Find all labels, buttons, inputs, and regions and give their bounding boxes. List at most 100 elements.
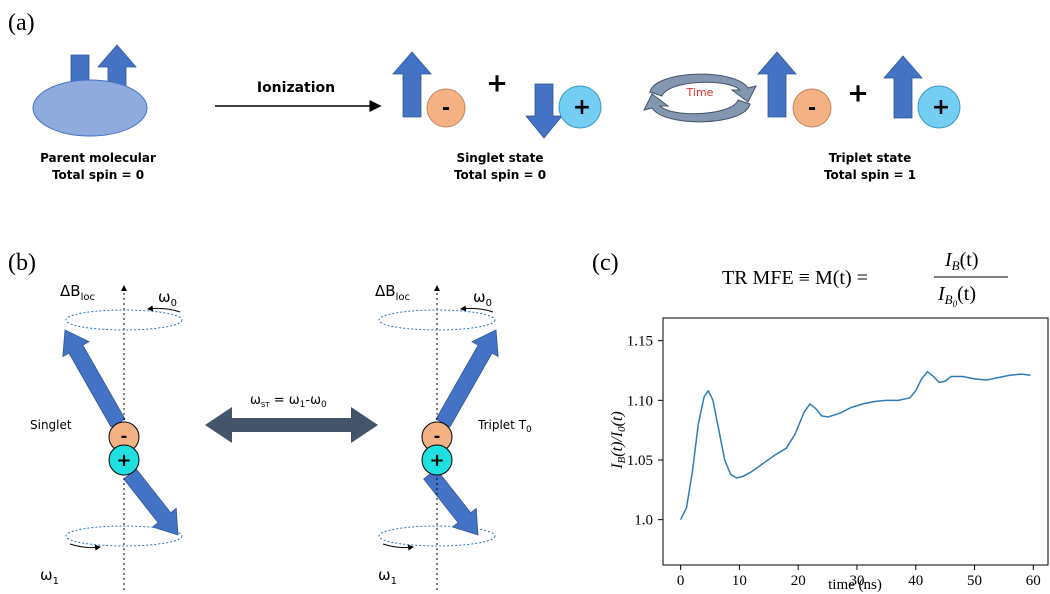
charge: -	[434, 427, 441, 446]
ionization-label: Ionization	[257, 80, 335, 96]
formula: TR MFE ≡ M(t) =	[722, 267, 868, 289]
subscript: 0	[953, 299, 958, 309]
transition-label: ωST = ω1-ω0	[250, 393, 327, 410]
spin-arrow	[392, 51, 432, 118]
formula: IB(t)	[944, 249, 979, 273]
omega-label: ω1	[40, 566, 59, 587]
panel-label: (a)	[8, 10, 35, 36]
x-tick-label: 20	[791, 573, 806, 589]
x-tick-label: 50	[967, 573, 982, 589]
text: I	[609, 463, 626, 470]
field-label: ΔBloc	[375, 282, 410, 303]
subscript: 0	[486, 298, 492, 309]
caption: Parent molecular	[40, 151, 156, 165]
spin-arrow	[883, 55, 923, 119]
y-tick-label: 1.15	[627, 334, 653, 350]
subscript: ST	[261, 401, 270, 409]
precession	[378, 525, 496, 547]
precession	[65, 525, 183, 547]
subscript: 0	[321, 400, 327, 410]
state-label: Singlet	[30, 418, 72, 432]
precession	[378, 309, 496, 331]
text: ω	[473, 288, 486, 306]
y-tick-label: 1.05	[627, 453, 653, 469]
text: (t)	[957, 283, 976, 305]
text: ω	[40, 566, 53, 584]
ion	[558, 85, 602, 129]
double-arrow	[205, 407, 378, 443]
text: Triplet T	[477, 418, 527, 432]
omega-label: ω1	[378, 566, 397, 587]
diagram	[60, 44, 923, 536]
cycle-arrow	[649, 73, 757, 103]
x-tick-label: 60	[1026, 573, 1041, 589]
spin-arrow	[435, 329, 499, 428]
cycle-arrow	[643, 93, 751, 123]
ion	[421, 444, 453, 476]
precession	[65, 309, 183, 331]
rotation	[147, 305, 181, 313]
text: (t)	[960, 249, 979, 271]
rotation	[460, 305, 494, 313]
subscript: B	[952, 258, 960, 273]
text: ω	[158, 288, 171, 306]
y-axis-label: IB(t)/I0(t)	[609, 411, 628, 470]
caption: Triplet state	[829, 151, 912, 165]
text: (t)/I	[609, 431, 626, 457]
field-label: ΔBloc	[60, 282, 95, 303]
subscript: 1	[300, 400, 306, 410]
panel-label: (c)	[592, 250, 619, 276]
y-tick-label: 1.10	[627, 393, 653, 409]
ion	[426, 88, 466, 128]
x-tick-label: 0	[677, 573, 685, 589]
panel-label: (b)	[8, 250, 36, 276]
spin-arrow	[423, 468, 479, 536]
charge: +	[116, 450, 131, 471]
charge: +	[932, 95, 950, 120]
text: ΔB	[60, 282, 81, 300]
charge: -	[442, 96, 450, 120]
rotation	[69, 543, 101, 551]
caption: Total spin = 0	[52, 168, 144, 182]
x-tick-label: 30	[849, 573, 864, 589]
x-tick-label: 10	[732, 573, 747, 589]
spin-arrow	[525, 83, 563, 139]
text: ω	[378, 566, 391, 584]
caption: Total spin = 1	[824, 168, 916, 182]
ion	[108, 444, 140, 476]
omega-label: ω0	[158, 288, 177, 309]
ion	[792, 88, 832, 128]
state-label: Triplet T0	[477, 418, 532, 435]
rotation	[382, 543, 414, 551]
text: I	[937, 283, 946, 305]
spin-arrow	[757, 51, 797, 118]
subscript: loc	[396, 292, 410, 303]
plus: +	[486, 69, 508, 99]
spin-arrow	[123, 468, 179, 536]
subscript: loc	[81, 292, 95, 303]
subscript: B	[616, 456, 628, 463]
plus: +	[847, 79, 869, 109]
charge: +	[573, 95, 591, 120]
plot-frame	[662, 317, 1049, 566]
text: ΔB	[375, 282, 396, 300]
charge: -	[121, 427, 128, 446]
caption: Total spin = 0	[454, 168, 546, 182]
text: = ω	[270, 393, 300, 408]
caption: Singlet state	[457, 151, 544, 165]
charge: -	[808, 96, 816, 120]
subscript: 1	[53, 576, 59, 587]
y-tick-label: 1.0	[634, 513, 653, 529]
subscript: B	[945, 292, 953, 307]
molecule	[32, 79, 148, 137]
subscript: 1	[391, 576, 397, 587]
data-line	[679, 370, 1031, 520]
formula: IB0(t)	[937, 283, 976, 309]
spin-arrow	[62, 329, 126, 428]
subscript: 0	[526, 425, 532, 435]
text: (t)	[609, 411, 626, 426]
text: I	[944, 249, 953, 271]
x-tick-label: 40	[908, 573, 923, 589]
text: ω	[250, 393, 261, 408]
